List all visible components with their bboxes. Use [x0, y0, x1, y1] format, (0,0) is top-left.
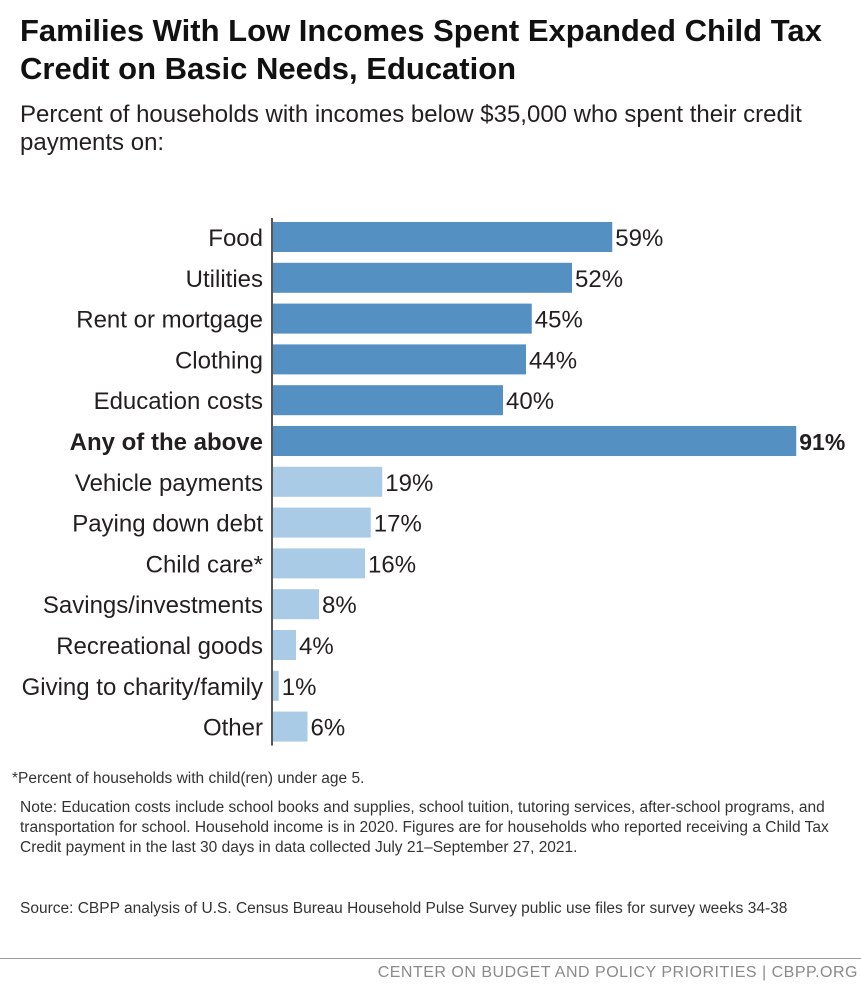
value-label-recreational-goods: 4% — [299, 633, 334, 660]
value-label-rent-or-mortgage: 45% — [535, 307, 583, 334]
credit-text: CENTER ON BUDGET AND POLICY PRIORITIES |… — [377, 964, 858, 981]
category-label-other: Other — [203, 715, 263, 742]
value-label-other: 6% — [311, 715, 346, 742]
bar-recreational-goods — [273, 630, 296, 660]
bar-savings-investments — [273, 589, 319, 620]
chart-subtitle: Percent of households with incomes below… — [20, 101, 802, 156]
category-label-giving-to-charity-family: Giving to charity/family — [22, 674, 263, 701]
value-label-education-costs: 40% — [506, 388, 554, 415]
value-label-food: 59% — [615, 225, 663, 252]
footnote: *Percent of households with child(ren) u… — [12, 770, 365, 787]
bar-child-care — [273, 548, 365, 579]
category-label-clothing: Clothing — [175, 347, 263, 374]
category-label-recreational-goods: Recreational goods — [56, 633, 263, 660]
bar-any-of-the-above — [273, 426, 797, 456]
bar-other — [273, 711, 308, 742]
value-label-savings-investments: 8% — [322, 592, 357, 619]
bar-food — [273, 222, 613, 252]
note-text: Note: Education costs include school boo… — [20, 799, 829, 856]
value-label-vehicle-payments: 19% — [385, 470, 433, 497]
category-label-child-care: Child care* — [146, 551, 263, 578]
footer-divider — [0, 958, 861, 959]
bar-vehicle-payments — [273, 466, 383, 497]
bar-clothing — [273, 344, 526, 375]
bar-education-costs — [273, 385, 503, 416]
category-label-paying-down-debt: Paying down debt — [72, 511, 263, 538]
category-label-utilities: Utilities — [186, 266, 263, 293]
category-label-food: Food — [208, 225, 263, 252]
bar-paying-down-debt — [273, 507, 371, 538]
value-label-giving-to-charity-family: 1% — [282, 674, 317, 701]
category-label-savings-investments: Savings/investments — [43, 592, 263, 619]
category-label-education-costs: Education costs — [94, 388, 263, 415]
value-label-utilities: 52% — [575, 266, 623, 293]
value-label-child-care: 16% — [368, 551, 416, 578]
bar-chart: Food 59% Utilities 52% Rent or mortgage 45% Cl… — [22, 218, 845, 746]
bar-utilities — [273, 262, 572, 293]
value-label-paying-down-debt: 17% — [374, 511, 422, 538]
bar-rent-or-mortgage — [273, 303, 532, 334]
value-label-any-of-the-above: 91% — [799, 429, 845, 455]
source-text: Source: CBPP analysis of U.S. Census Bur… — [20, 900, 788, 917]
value-label-clothing: 44% — [529, 347, 577, 374]
category-label-rent-or-mortgage: Rent or mortgage — [76, 307, 263, 334]
category-label-any-of-the-above: Any of the above — [70, 429, 263, 456]
bar-giving-to-charity-family — [273, 670, 279, 701]
chart-title: Families With Low Incomes Spent Expanded… — [20, 13, 822, 86]
category-label-vehicle-payments: Vehicle payments — [75, 470, 263, 497]
